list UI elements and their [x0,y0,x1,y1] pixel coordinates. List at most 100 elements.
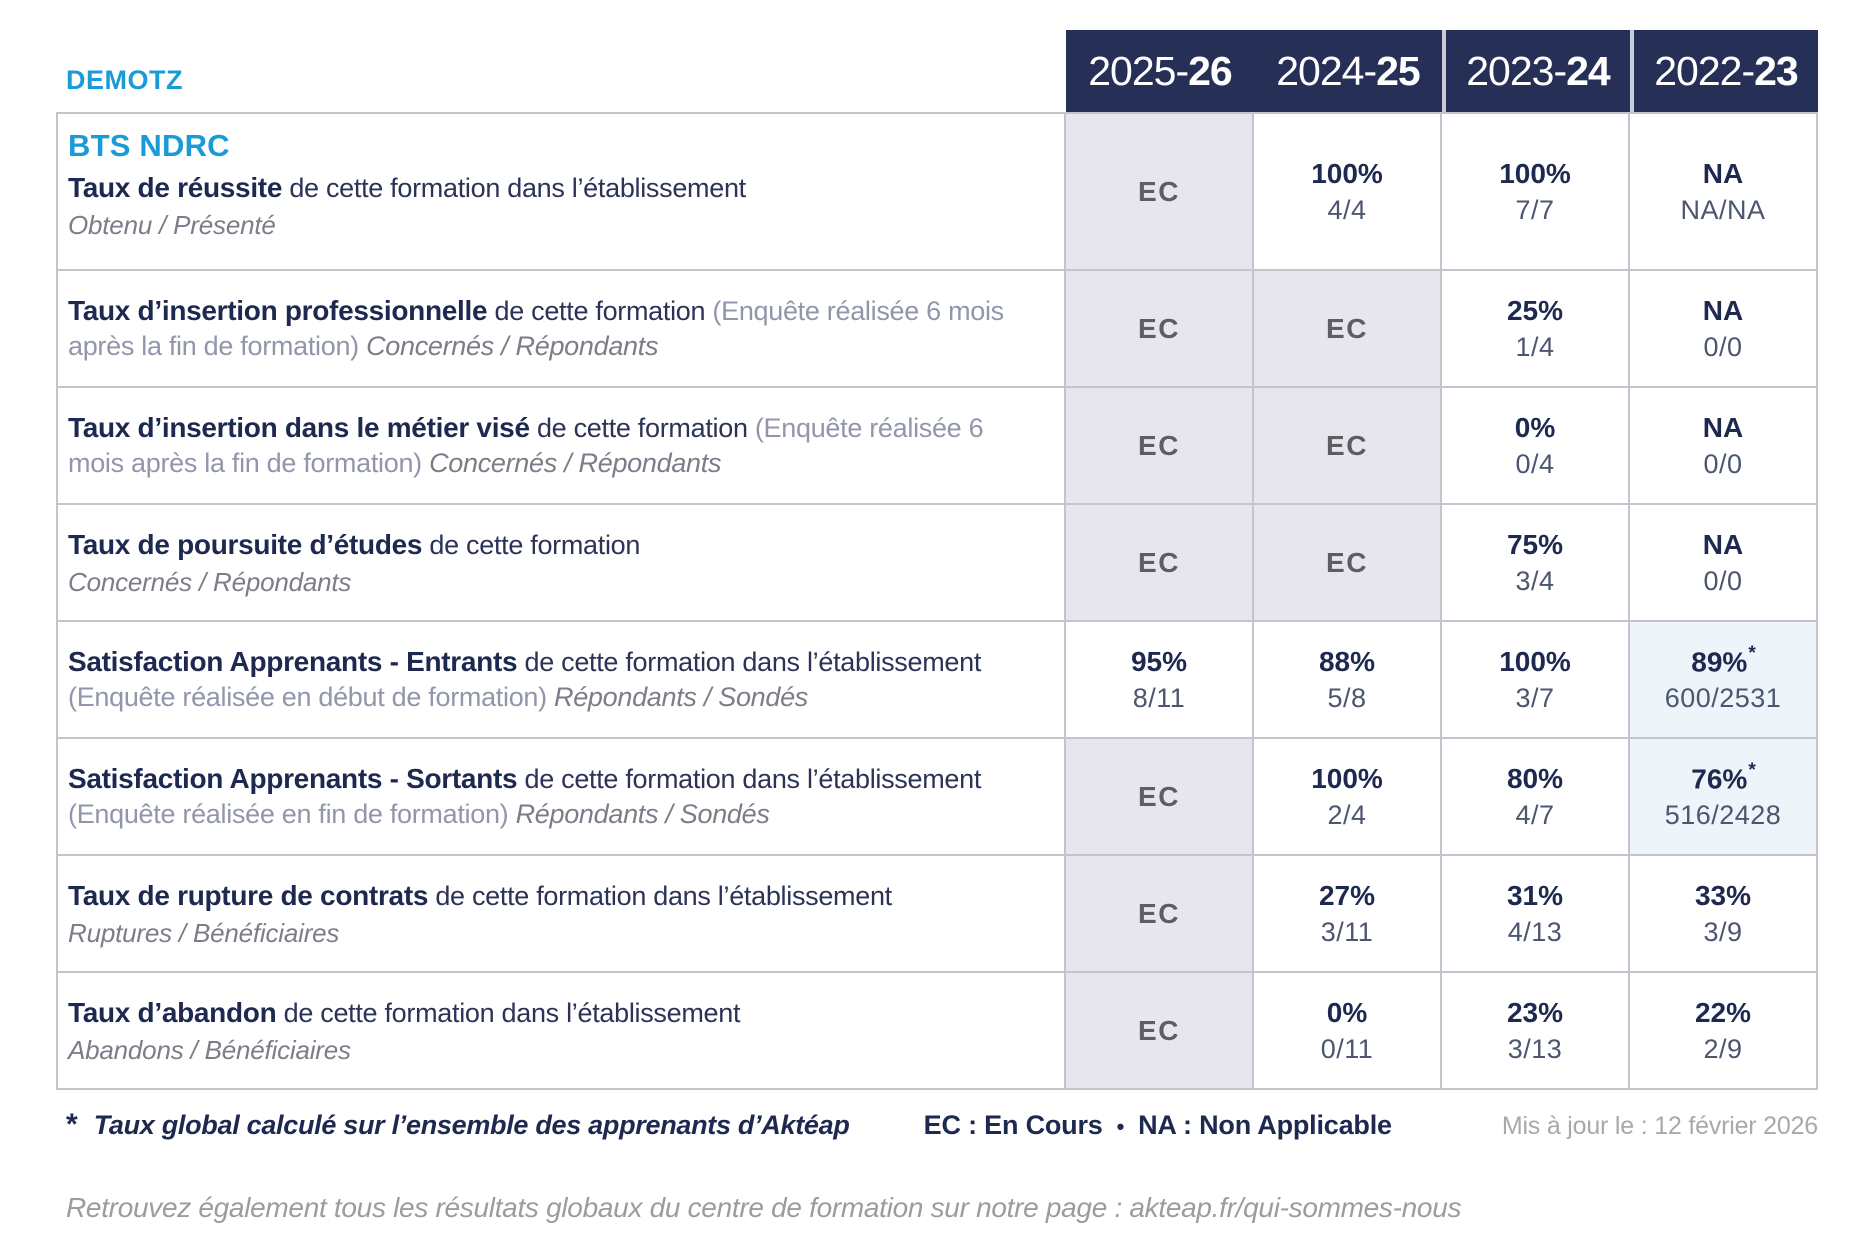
fraction-value: 8/11 [1132,682,1186,713]
cell-en-cours: EC [1064,856,1252,971]
cell-en-cours: EC [1064,388,1252,503]
percentage-value: 25% [1506,294,1564,326]
cell-result: 27% 3/11 [1252,856,1440,971]
cell-result: 0% 0/11 [1252,973,1440,1088]
percentage-value: NA [1702,157,1744,189]
cell-result: 100% 2/4 [1252,739,1440,854]
percentage-value: 100% [1311,762,1383,794]
metric-label-cell: Taux d’insertion professionnelle de cett… [58,271,1064,386]
year-column-2023-24: 2023-24 [1466,47,1610,95]
fraction-value: 3/11 [1320,916,1374,947]
metric-title: Satisfaction Apprenants - Sortants [68,762,518,794]
cell-result: 76%* 516/2428 [1628,739,1816,854]
year-prefix: 2023- [1466,47,1567,94]
year-header: 2025-26 2024-25 2023-24 2022-23 [1066,30,1818,112]
footnote-text: Taux global calculé sur l’ensemble des a… [93,1110,850,1140]
metric-description: de cette formation [429,529,641,560]
year-suffix: 23 [1754,47,1799,94]
metric-sublabel: Ruptures / Bénéficiaires [68,918,340,949]
legend-na: NA : Non Applicable [1138,1110,1392,1140]
percentage-value: 31% [1506,879,1564,911]
cell-result: 88% 5/8 [1252,622,1440,737]
legend: EC : En Cours • NA : Non Applicable [924,1110,1392,1141]
fraction-value: 516/2428 [1664,800,1782,831]
metric-title: Taux de réussite [68,172,283,203]
cell-result: 0% 0/4 [1440,388,1628,503]
cell-result: 100% 3/7 [1440,622,1628,737]
fraction-value: 4/7 [1515,799,1555,830]
fraction-value: 1/4 [1515,331,1555,362]
fraction-value: 7/7 [1515,194,1555,225]
metric-label: Taux d’insertion dans le métier visé de … [68,410,1040,481]
fraction-value: NA/NA [1680,194,1766,225]
fraction-value: 0/4 [1515,448,1555,479]
metric-title: Taux d’insertion dans le métier visé [68,411,530,443]
fraction-value: 3/7 [1515,682,1555,713]
cell-result: 25% 1/4 [1440,271,1628,386]
cell-en-cours: EC [1252,271,1440,386]
percentage-value: 0% [1514,411,1556,443]
course-title: BTS NDRC [68,128,230,163]
fraction-value: 0/11 [1320,1033,1374,1064]
table-row: Taux d’insertion dans le métier visé de … [58,386,1816,503]
footnote-asterisk: * [66,1108,78,1141]
cell-result: 100% 4/4 [1252,114,1440,269]
year-column-2025-26: 2025-26 [1088,47,1233,95]
metric-label-cell: BTS NDRC Taux de réussite de cette forma… [58,114,1064,269]
cell-en-cours: EC [1064,271,1252,386]
metric-sublabel: Concernés / Répondants [68,567,352,598]
cell-result: 31% 4/13 [1440,856,1628,971]
table-row: Taux d’abandon de cette formation dans l… [58,971,1816,1088]
metric-sublabel: Concernés / Répondants [429,448,722,479]
legend-ec: EC : En Cours [923,1110,1103,1140]
fraction-value: 4/4 [1327,194,1367,225]
ec-label: EC [1326,546,1368,578]
metric-survey-note: (Enquête réalisée en fin de formation) [68,799,516,830]
cell-result: 80% 4/7 [1440,739,1628,854]
metric-description: de cette formation [494,295,713,326]
percentage-value: 75% [1506,528,1564,560]
year-prefix: 2024- [1276,47,1377,94]
metric-description: de cette formation dans l’établissement [524,646,982,677]
metric-sublabel: Abandons / Bénéficiaires [68,1035,351,1066]
top-band: DEMOTZ 2025-26 2024-25 2023-24 2022-23 [56,30,1818,112]
metric-label-cell: Taux de poursuite d’études de cette form… [58,505,1064,620]
metric-label: Taux d’insertion professionnelle de cett… [68,293,1040,364]
metric-label: Satisfaction Apprenants - Entrants de ce… [68,644,1040,715]
fraction-value: 0/0 [1703,331,1743,362]
metric-label: Taux de réussite de cette formation dans… [68,170,1040,206]
year-suffix: 26 [1188,47,1233,94]
metric-title: Taux de rupture de contrats [68,879,429,911]
metric-description: de cette formation dans l’établissement [524,763,982,794]
metric-sublabel: Obtenu / Présenté [68,210,276,241]
fraction-value: 5/8 [1327,682,1367,713]
cell-en-cours: EC [1064,973,1252,1088]
year-column-2024-25: 2024-25 [1276,47,1420,95]
fraction-value: 4/13 [1507,916,1563,947]
metric-label-cell: Satisfaction Apprenants - Sortants de ce… [58,739,1064,854]
table-row: Taux de rupture de contrats de cette for… [58,854,1816,971]
last-updated-date: Mis à jour le : 12 février 2026 [1501,1112,1818,1140]
percentage-value: 22% [1694,996,1752,1028]
metric-label: Satisfaction Apprenants - Sortants de ce… [68,761,1040,832]
year-prefix: 2025- [1088,47,1189,94]
metric-title: Taux de poursuite d’études [68,528,423,560]
asterisk: * [1748,759,1756,781]
cell-en-cours: EC [1252,388,1440,503]
percentage-value: 100% [1311,157,1383,189]
cell-result: NA 0/0 [1628,388,1816,503]
percentage-value: 88% [1318,645,1376,677]
cell-en-cours: EC [1252,505,1440,620]
ec-label: EC [1138,897,1180,929]
cell-en-cours: EC [1064,114,1252,269]
metric-sublabel: Concernés / Répondants [366,331,659,362]
cell-result: 23% 3/13 [1440,973,1628,1088]
fraction-value: 600/2531 [1664,683,1782,714]
metric-survey-note: (Enquête réalisée 6 mois après la fin de… [68,412,984,479]
ec-label: EC [1138,175,1180,207]
metric-description: de cette formation dans l’établissement [435,880,892,911]
results-table: BTS NDRC Taux de réussite de cette forma… [56,112,1818,1090]
cell-result: 75% 3/4 [1440,505,1628,620]
cell-result: 89%* 600/2531 [1628,622,1816,737]
percentage-value: 80% [1506,762,1564,794]
